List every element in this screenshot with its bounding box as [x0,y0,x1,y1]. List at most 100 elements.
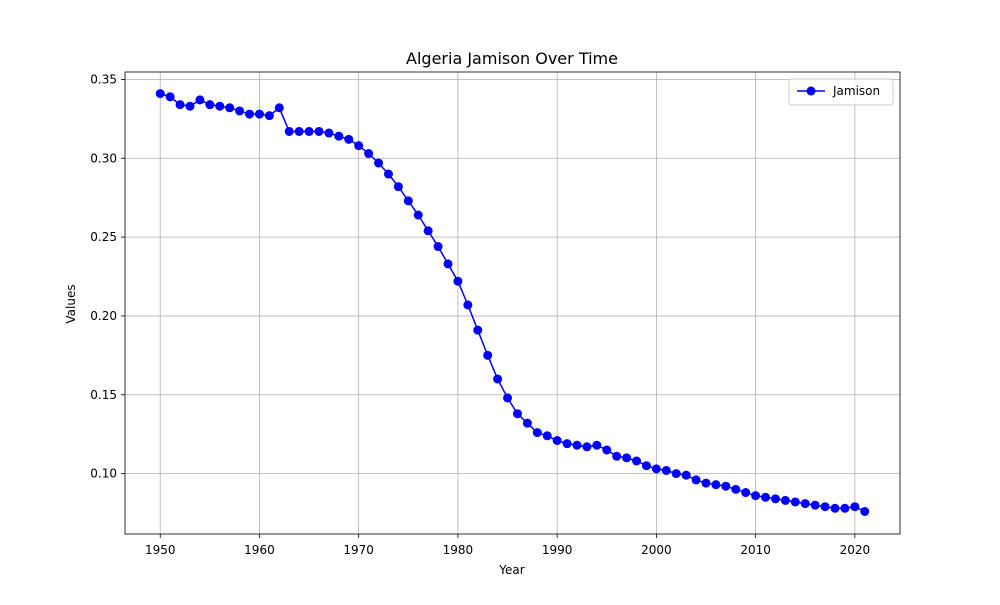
data-point [840,503,850,513]
data-point [522,418,532,428]
data-point [592,440,602,450]
data-point [245,109,255,119]
data-point [761,492,771,502]
data-point [205,100,215,110]
x-tick-label: 2010 [740,543,771,557]
data-point [810,500,820,510]
data-point [721,481,731,491]
data-point [284,126,294,136]
data-point [780,495,790,505]
data-point [572,440,582,450]
data-point [602,445,612,455]
x-tick-label: 1980 [443,543,474,557]
data-point [671,469,681,479]
data-point [433,242,443,252]
data-point [632,456,642,466]
data-point [215,101,225,111]
data-point [691,475,701,485]
data-point [185,101,195,111]
data-point [443,259,453,269]
x-axis-label: Year [498,563,524,577]
data-point [701,478,711,488]
y-tick-label: 0.20 [90,309,117,323]
data-point [473,325,483,335]
data-point [542,431,552,441]
data-point [155,89,165,99]
data-point [790,497,800,507]
data-point [195,95,205,105]
y-tick-label: 0.15 [90,388,117,402]
data-point [324,128,334,138]
y-tick-label: 0.10 [90,467,117,481]
data-point [582,442,592,452]
data-point [175,100,185,110]
data-point [860,506,870,516]
y-tick-label: 0.35 [90,72,117,86]
data-point [770,494,780,504]
x-tick-label: 2000 [641,543,672,557]
x-tick-label: 1990 [542,543,573,557]
data-point [532,428,542,438]
data-point [294,126,304,136]
x-tick-label: 1970 [343,543,374,557]
data-point [731,484,741,494]
y-axis-label: Values [64,284,78,323]
data-point [612,451,622,461]
data-point [304,126,314,136]
data-point [661,465,671,475]
y-tick-label: 0.25 [90,230,117,244]
series-layer [155,89,870,516]
chart-title: Algeria Jamison Over Time [406,49,618,68]
data-point [225,103,235,113]
data-point [334,131,344,141]
x-tick-label: 1950 [145,543,176,557]
data-point [741,488,751,498]
legend: Jamison [788,78,894,106]
data-point [641,461,651,471]
data-point [383,169,393,179]
data-point [314,126,324,136]
data-point [651,464,661,474]
data-point [493,374,503,384]
data-point [622,453,632,463]
legend-marker-swatch [806,86,816,96]
axes: 1950 1960 1970 1980 1990 2000 2010 2020 0.10 0.15… [90,71,901,557]
data-point [681,470,691,480]
data-point [830,503,840,513]
data-point [374,158,384,168]
data-point [820,502,830,512]
data-point [235,106,245,116]
data-point [165,92,175,102]
data-point [711,480,721,490]
data-point [512,409,522,419]
data-point [403,196,413,206]
data-point [562,439,572,449]
data-point [503,393,513,403]
data-point [274,103,284,113]
legend-label: Jamison [832,84,880,98]
data-point [423,226,433,236]
plot-frame [124,71,901,535]
data-point [364,149,374,159]
data-point [850,502,860,512]
data-point [751,491,761,501]
series-line [160,92,866,513]
grid-lines [125,72,900,534]
data-point [354,141,364,151]
data-point [800,499,810,509]
data-point [254,109,264,119]
data-point [463,300,473,310]
data-point [453,276,463,286]
data-point [393,182,403,192]
y-tick-label: 0.30 [90,151,117,165]
data-point [483,350,493,360]
x-tick-label: 1960 [244,543,275,557]
x-tick-label: 2020 [840,543,871,557]
legend-box [788,78,894,106]
data-point [552,435,562,445]
data-point [264,111,274,121]
data-point [413,210,423,220]
data-point [344,134,354,144]
